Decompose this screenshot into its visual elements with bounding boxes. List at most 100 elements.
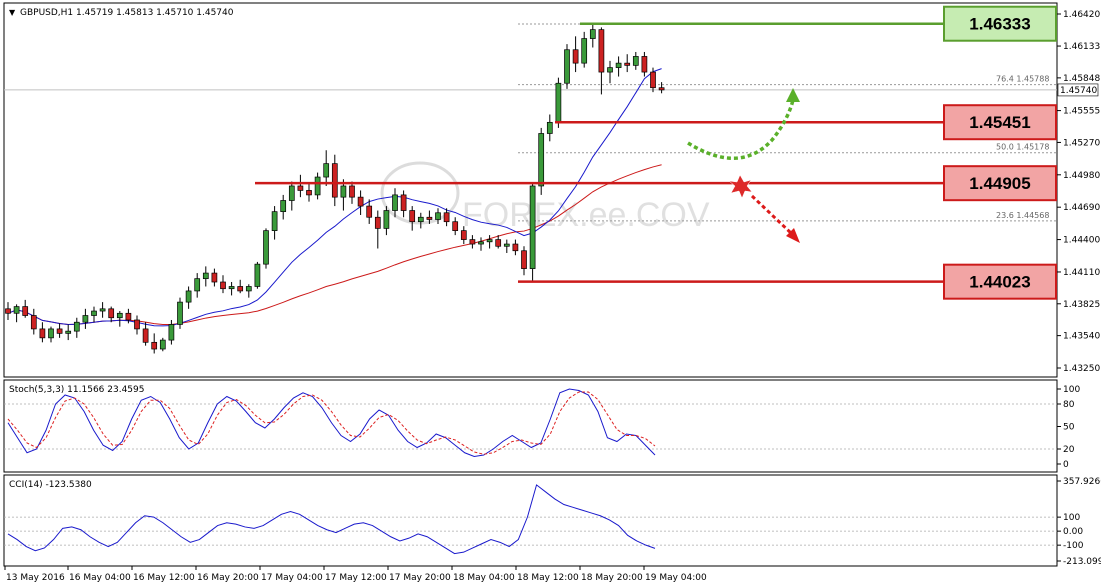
candle-body bbox=[65, 330, 72, 334]
candle-body bbox=[340, 185, 347, 198]
stoch-main-line bbox=[7, 388, 656, 458]
candle-body bbox=[581, 38, 588, 64]
chart-menu-arrow[interactable]: ▼ bbox=[9, 8, 16, 17]
current-price-label: 1.45740 bbox=[1060, 86, 1097, 96]
price-tick-label: 1.43540 bbox=[1063, 332, 1100, 342]
price-level-label: 1.45451 bbox=[969, 113, 1030, 132]
candle-body bbox=[202, 272, 209, 280]
candle-body bbox=[435, 212, 441, 220]
candle-body bbox=[56, 328, 63, 334]
bullish-scenario-arrow-path bbox=[687, 99, 795, 160]
price-level-box bbox=[943, 263, 1057, 300]
candle-body bbox=[546, 121, 553, 134]
price-level-box bbox=[943, 104, 1057, 141]
candle-body bbox=[22, 306, 29, 316]
grid-layer: 76.4 1.45788 50.0 1.45178 23.6 1.44568 bbox=[4, 23, 1057, 222]
cci-tick-label: -213.0994 bbox=[1063, 557, 1101, 567]
candle-body bbox=[288, 185, 295, 201]
candle-body bbox=[254, 263, 261, 287]
candle-body bbox=[220, 281, 226, 290]
candle-body bbox=[650, 71, 656, 89]
candle-body bbox=[185, 290, 192, 303]
candle-body bbox=[383, 210, 390, 229]
stoch-signal-line bbox=[7, 391, 656, 455]
level-lines: 1.46333 1.45451 1.44905 1.44023 bbox=[255, 5, 1057, 300]
candle-body bbox=[194, 278, 201, 292]
candle-body bbox=[564, 49, 570, 84]
bullish-arrow-head bbox=[786, 88, 800, 102]
candle-body bbox=[426, 216, 433, 220]
time-tick-label: 18 May 20:00 bbox=[581, 573, 643, 583]
price-tick-label: 1.46420 bbox=[1063, 10, 1100, 20]
price-tick-label: 1.46133 bbox=[1063, 42, 1100, 52]
candle-body bbox=[159, 339, 166, 350]
candle-body bbox=[48, 328, 54, 339]
candle-body bbox=[503, 243, 510, 247]
price-tick-label: 1.44110 bbox=[1063, 268, 1100, 278]
candle-body bbox=[142, 328, 149, 343]
stoch-tick-label: 20 bbox=[1063, 445, 1075, 455]
stoch-tick-label: 0 bbox=[1063, 460, 1069, 470]
time-tick-label: 16 May 12:00 bbox=[133, 573, 195, 583]
candle-body bbox=[538, 133, 545, 187]
stoch-tick-label: 50 bbox=[1063, 423, 1075, 433]
stoch-tick-label: 80 bbox=[1063, 400, 1075, 410]
candle-body bbox=[486, 239, 493, 243]
candle-body bbox=[555, 82, 562, 123]
time-tick-label: 18 May 04:00 bbox=[453, 573, 515, 583]
candle-body bbox=[306, 190, 312, 196]
candle-body bbox=[99, 308, 106, 312]
candle-body bbox=[460, 230, 467, 240]
price-level-label: 1.46333 bbox=[969, 15, 1030, 34]
candle-body bbox=[82, 315, 89, 323]
candle-body bbox=[598, 29, 605, 73]
stoch-tick-label: 100 bbox=[1063, 385, 1080, 395]
candle-body bbox=[624, 62, 631, 66]
time-tick-label: 16 May 20:00 bbox=[197, 573, 259, 583]
candle-body bbox=[572, 49, 579, 64]
candle-body bbox=[108, 308, 115, 319]
candle-body bbox=[314, 176, 321, 196]
price-tick-label: 1.45555 bbox=[1063, 107, 1100, 117]
candle-body bbox=[134, 319, 140, 330]
candle-body bbox=[400, 194, 407, 211]
watermark: FOREX.ee.COV bbox=[380, 161, 710, 234]
candle-body bbox=[237, 286, 244, 292]
price-tick-label: 1.44980 bbox=[1063, 171, 1100, 181]
candle-body bbox=[263, 230, 269, 265]
candle-body bbox=[13, 306, 20, 314]
candle-body bbox=[374, 216, 381, 229]
candles bbox=[5, 24, 665, 354]
fib-level-label: 23.6 1.44568 bbox=[996, 211, 1049, 220]
time-tick-label: 17 May 04:00 bbox=[261, 573, 323, 583]
price-tick-label: 1.44690 bbox=[1063, 203, 1100, 213]
stoch-label: Stoch(5,3,3) 11.1566 23.4595 bbox=[9, 385, 144, 395]
candle-body bbox=[392, 194, 398, 211]
candle-body bbox=[512, 243, 519, 252]
candle-body bbox=[211, 272, 218, 283]
cci-panel-frame bbox=[3, 474, 1058, 567]
candle-body bbox=[245, 286, 252, 292]
breakout-burst-icon bbox=[728, 174, 753, 199]
candle-body bbox=[589, 29, 596, 39]
fib-level-label: 50.0 1.45178 bbox=[996, 143, 1049, 152]
candle-body bbox=[39, 328, 46, 339]
price-tick-label: 1.43825 bbox=[1063, 300, 1100, 310]
cci-indicator: 357.9266 100 0.00 -100 -213.0994 bbox=[4, 477, 1101, 567]
candle-body bbox=[91, 310, 97, 316]
price-level-label: 1.44905 bbox=[969, 174, 1030, 193]
candle-body bbox=[177, 301, 183, 325]
candle-body bbox=[366, 205, 373, 218]
candle-body bbox=[323, 163, 330, 178]
candle-body bbox=[469, 239, 476, 245]
fast-moving-average-line bbox=[7, 68, 662, 327]
candle-body bbox=[478, 241, 484, 245]
candle-body bbox=[495, 239, 502, 247]
cci-tick-label: 0.00 bbox=[1063, 527, 1083, 537]
candle-body bbox=[443, 212, 450, 223]
candle-body bbox=[125, 312, 132, 321]
candle-body bbox=[168, 324, 175, 341]
time-tick-label: 13 May 2016 bbox=[6, 573, 65, 583]
